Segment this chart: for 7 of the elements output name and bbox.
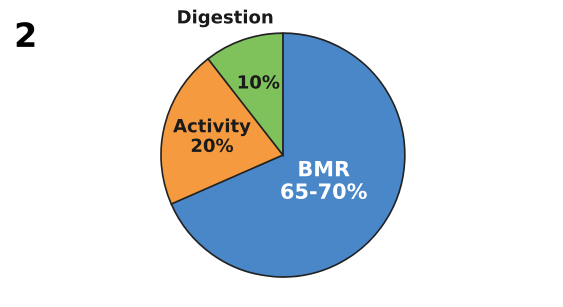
slice-label: BMR — [299, 161, 350, 176]
data-label: 65-70% — [281, 183, 367, 200]
slice-label: Digestion — [178, 10, 272, 28]
data-label: 10% — [238, 75, 280, 89]
data-label: 20% — [192, 138, 234, 152]
slice-label: Activity — [173, 118, 251, 136]
chart-title: 2 — [16, 22, 34, 47]
